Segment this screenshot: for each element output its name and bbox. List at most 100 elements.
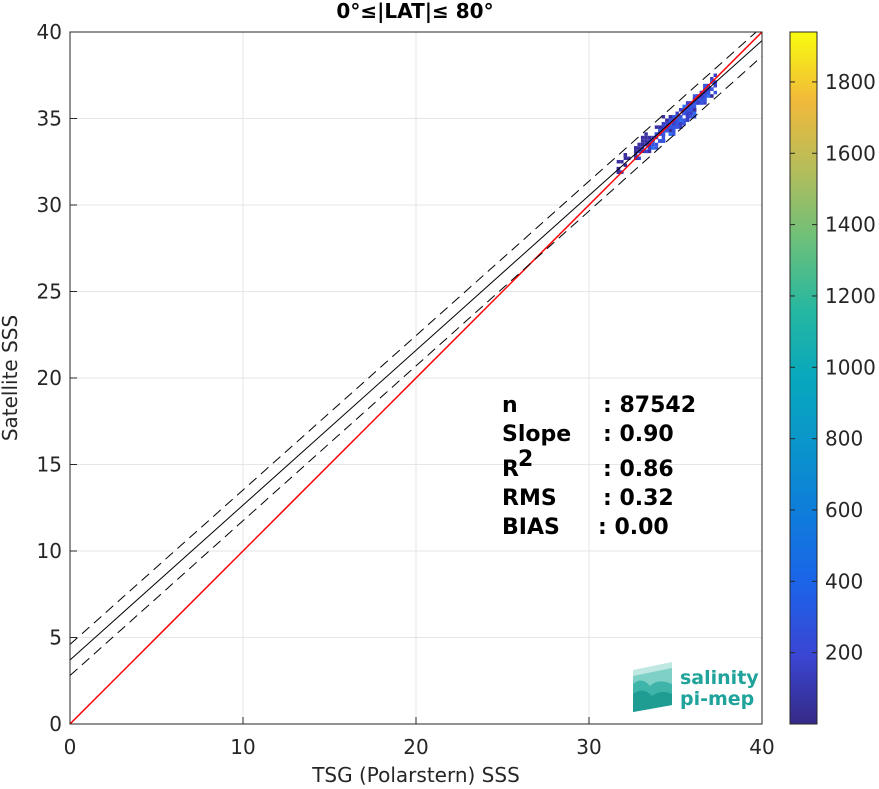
logo-mark-icon <box>633 662 672 712</box>
x-tick-label: 30 <box>576 735 601 759</box>
density-cell <box>682 104 686 109</box>
density-cell <box>682 111 686 116</box>
y-tick-label: 15 <box>37 453 62 477</box>
density-cell <box>678 125 683 129</box>
density-cell <box>703 90 707 95</box>
density-cell <box>623 156 628 161</box>
density-cell <box>616 170 621 174</box>
density-cell <box>696 101 700 105</box>
density-cell <box>685 108 690 112</box>
x-tick-label: 0 <box>64 735 77 759</box>
density-cell <box>703 97 707 102</box>
density-cell <box>658 125 662 129</box>
density-cell <box>703 94 707 98</box>
density-cell <box>703 101 707 105</box>
density-cell <box>633 146 638 150</box>
density-cell <box>640 142 645 147</box>
density-cell <box>665 128 669 133</box>
density-cell <box>616 160 621 164</box>
density-cell <box>644 139 648 143</box>
density-cell <box>685 118 690 122</box>
density-cell <box>637 142 641 147</box>
density-cell <box>647 135 652 140</box>
density-cell <box>651 146 655 150</box>
density-cell <box>620 160 624 164</box>
density-cell <box>665 121 669 126</box>
density-cell <box>637 149 641 154</box>
density-cell <box>633 153 638 157</box>
density-cell <box>661 132 666 136</box>
colorbar-ticks: 200 400 600 800 1000 1200 1400 1600 1800 <box>790 70 876 665</box>
density-cell <box>672 121 676 126</box>
density-cell <box>654 142 659 147</box>
density-cell <box>689 115 693 119</box>
density-cell <box>689 111 693 116</box>
density-cell <box>682 121 686 126</box>
density-cell <box>672 128 676 133</box>
colorbar-tick-label: 200 <box>825 641 863 665</box>
density-cell <box>675 118 679 122</box>
density-cell <box>644 132 648 136</box>
density-cell <box>699 101 704 105</box>
stat-label: RMS <box>502 486 557 511</box>
density-cell <box>658 139 662 143</box>
stat-value: : 87542 <box>603 393 696 418</box>
density-cell <box>706 94 711 98</box>
density-cell <box>668 118 673 122</box>
salinity-pi-mep-logo: salinity pi-mep <box>633 662 759 712</box>
density-cell <box>672 132 676 136</box>
density-cell <box>647 146 652 150</box>
density-cell <box>661 125 666 129</box>
y-axis-title: Satellite SSS <box>0 315 22 441</box>
density-cell <box>689 108 693 112</box>
y-tick-label: 30 <box>37 193 62 217</box>
density-cell <box>644 135 648 140</box>
density-cell <box>713 90 718 95</box>
colorbar-tick-label: 1400 <box>825 213 876 237</box>
logo-line-1: salinity <box>680 667 759 689</box>
density-cell <box>640 139 645 143</box>
stat-value: : 0.00 <box>598 515 669 540</box>
density-cell <box>692 104 697 109</box>
density-cell <box>713 83 718 88</box>
density-cell <box>668 115 673 119</box>
x-tick-label: 20 <box>403 735 428 759</box>
colorbar-tick-label: 1000 <box>825 355 876 379</box>
density-cell <box>644 149 648 154</box>
stat-label: BIAS <box>502 515 560 540</box>
density-cell <box>654 132 659 136</box>
density-cell <box>640 135 645 140</box>
density-cell <box>661 139 666 143</box>
stat-label: R <box>502 457 519 482</box>
density-cell <box>668 132 673 136</box>
density-cell <box>678 121 683 126</box>
axis-ticks: 0 10 20 30 40 0 5 10 15 20 25 30 35 40 <box>37 20 775 759</box>
stat-label: Slope <box>502 422 571 447</box>
density-cell <box>699 94 704 98</box>
y-tick-label: 5 <box>49 626 62 650</box>
density-cell <box>627 156 631 161</box>
density-cell <box>672 115 676 119</box>
density-cell <box>623 153 628 157</box>
density-cell <box>710 76 714 81</box>
density-cell <box>713 73 718 77</box>
density-cell <box>672 125 676 129</box>
density-cell <box>678 115 683 119</box>
density-cell <box>668 125 673 129</box>
line-fit-lower <box>69 55 763 676</box>
line-fit <box>69 40 763 661</box>
density-cell <box>685 101 690 105</box>
chart-title: 0°≤|LAT|≤ 80° <box>336 0 493 23</box>
x-tick-label: 10 <box>230 735 255 759</box>
colorbar-tick-label: 1200 <box>825 284 876 308</box>
density-cell <box>633 149 638 154</box>
density-cell <box>651 142 655 147</box>
density-cell <box>696 97 700 102</box>
colorbar-tick-label: 1600 <box>825 141 876 165</box>
density-cell <box>661 135 666 140</box>
line-identity <box>69 31 763 725</box>
density-cell <box>675 125 679 129</box>
colorbar-tick-label: 400 <box>825 569 863 593</box>
y-tick-label: 35 <box>37 107 62 131</box>
y-tick-label: 20 <box>37 366 62 390</box>
